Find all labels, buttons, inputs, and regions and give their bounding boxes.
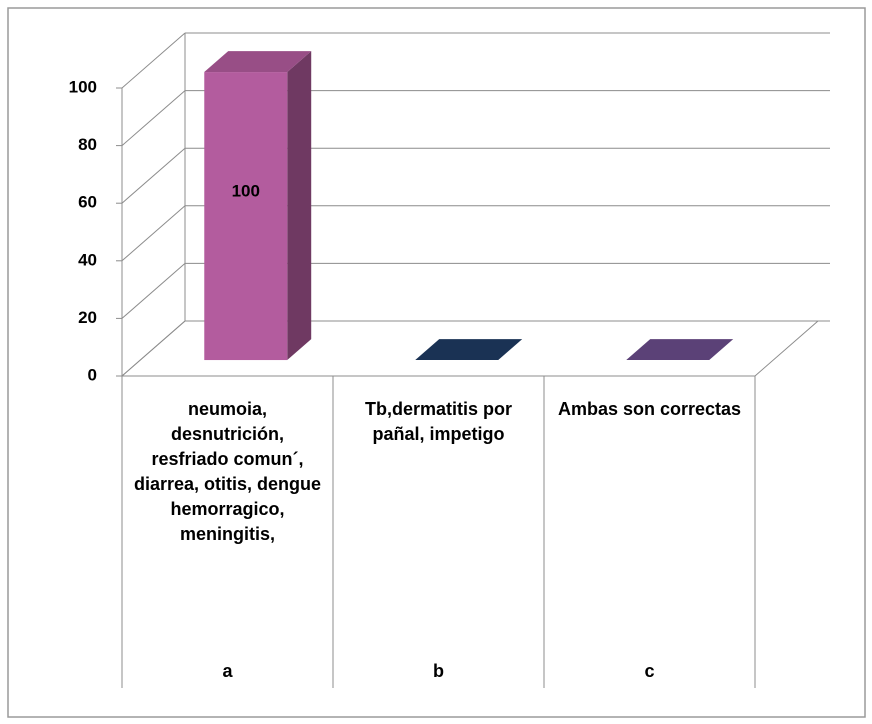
grid-line [121,320,186,377]
x-tick-label: b [433,661,444,681]
chart-border [7,7,866,718]
grid-line [121,263,186,319]
grid-line [121,90,186,146]
grid-line [121,147,186,204]
data-label: 100 [232,182,260,201]
y-tick-label: 20 [78,308,97,327]
bar-top [626,339,734,361]
category-description: neumoia, desnutrición, resfriado comun´,… [133,399,322,544]
y-tick-label: 40 [78,250,97,269]
y-tick-label: 80 [78,135,97,154]
x-tick-label: c [644,661,655,681]
grid-line [121,205,186,262]
y-tick-label: 0 [88,365,97,384]
grid-line [121,32,186,89]
category-description: Ambas son correctas [557,399,742,419]
category-description: Tb,dermatitis por pañal, impetigo [364,399,512,444]
y-tick-label: 60 [78,193,97,212]
bar [204,72,288,361]
bar-side [287,51,312,361]
bar-top [204,51,312,73]
x-tick-label: a [222,661,233,681]
bar-top [415,339,523,361]
y-tick-label: 100 [69,77,97,96]
